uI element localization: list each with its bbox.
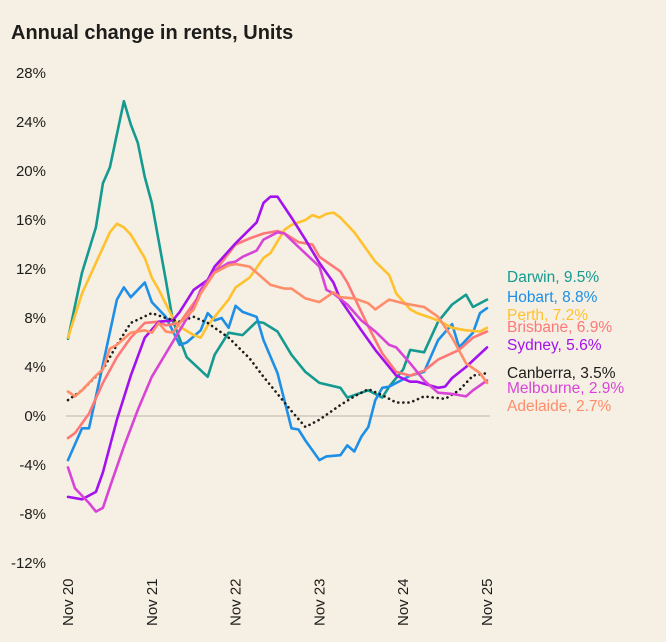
x-axis: Nov 20 Nov 21 Nov 22 Nov 23 Nov 24 Nov 25	[60, 578, 496, 626]
legend-label-melbourne: Melbourne, 2.9%	[507, 380, 624, 397]
legend-label-darwin: Darwin, 9.5%	[507, 269, 599, 286]
y-tick-label: 4%	[24, 359, 46, 376]
legend: Darwin, 9.5% Hobart, 8.8%Perth, 7.2%Brisb…	[507, 269, 624, 415]
y-tick-label: 20%	[16, 163, 46, 180]
y-tick-label: -4%	[19, 457, 46, 474]
x-tick-label: Nov 20	[60, 578, 77, 626]
series-line-canberra	[66, 311, 489, 429]
y-tick-label: -12%	[11, 555, 46, 572]
y-tick-label: 12%	[16, 261, 46, 278]
series-line-darwin	[66, 99, 489, 399]
legend-label-canberra: Canberra, 3.5%	[507, 365, 616, 382]
x-tick-label: Nov 21	[144, 578, 161, 626]
y-tick-label: 8%	[24, 310, 46, 327]
y-tick-label: 28%	[16, 65, 46, 82]
y-tick-label: 16%	[16, 212, 46, 229]
x-tick-label: Nov 24	[395, 578, 412, 626]
x-tick-label: Nov 25	[479, 578, 496, 626]
y-axis: 28% 24% 20% 16% 12% 8% 4% 0% -4% -8% -12%	[11, 65, 46, 572]
series-line-perth	[66, 211, 489, 339]
series-lines	[66, 99, 489, 513]
series-line-brisbane	[66, 229, 489, 440]
series-line-sydney	[66, 195, 489, 501]
x-tick-label: Nov 22	[228, 578, 245, 626]
y-tick-label: -8%	[19, 506, 46, 523]
chart-title: Annual change in rents, Units	[11, 22, 293, 44]
x-tick-label: Nov 23	[311, 578, 328, 626]
legend-label-hobart: Hobart, 8.8%	[507, 289, 598, 306]
series-line-melbourne	[66, 231, 489, 513]
legend-label-brisbane: Brisbane, 6.9%	[507, 319, 612, 336]
y-tick-label: 0%	[24, 408, 46, 425]
series-line-adelaide	[66, 262, 489, 398]
legend-label-perth: Perth, 7.2%	[507, 307, 588, 324]
legend-label-adelaide: Adelaide, 2.7%	[507, 398, 611, 415]
y-tick-label: 24%	[16, 114, 46, 131]
legend-label-sydney: Sydney, 5.6%	[507, 337, 602, 354]
